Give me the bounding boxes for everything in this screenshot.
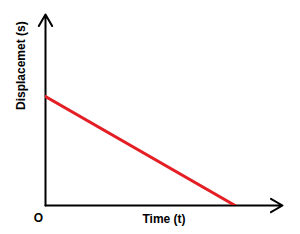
svg-text:Displacemet (s): Displacemet (s) bbox=[14, 21, 28, 110]
svg-text:O: O bbox=[34, 211, 43, 225]
svg-text:Time (t): Time (t) bbox=[142, 212, 185, 226]
